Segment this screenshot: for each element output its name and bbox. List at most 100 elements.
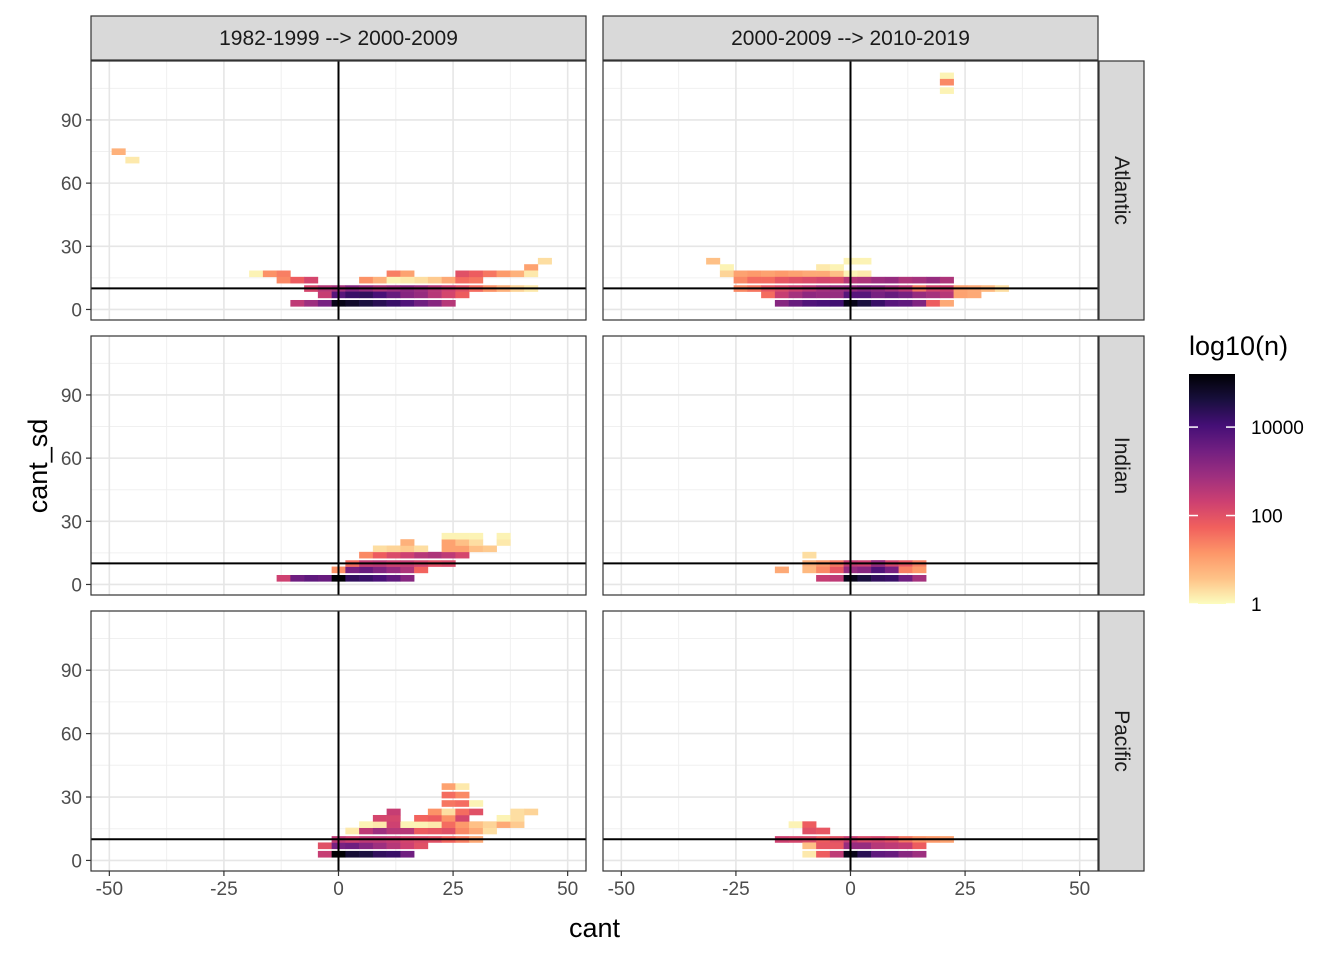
- row-strip-background: [1098, 335, 1145, 596]
- heatmap-bin: [510, 814, 525, 822]
- y-tick-label: 90: [61, 661, 82, 682]
- heatmap-bin: [802, 551, 817, 559]
- y-tick-label: 0: [71, 851, 82, 872]
- column-strip: 1982-1999 --> 2000-2009: [90, 15, 587, 61]
- heatmap-bin: [733, 276, 748, 284]
- heatmap-bin: [774, 291, 789, 299]
- heatmap-bin: [469, 827, 484, 835]
- heatmap-bin: [816, 842, 831, 850]
- heatmap-bin: [386, 808, 401, 816]
- heatmap-bin: [427, 299, 442, 307]
- heatmap-bin: [496, 532, 511, 540]
- heatmap-bin: [469, 276, 484, 284]
- panel-atlantic-2: [602, 60, 1099, 321]
- heatmap-bin: [455, 276, 470, 284]
- y-tick-label: 60: [61, 174, 82, 195]
- heatmap-bin: [317, 291, 332, 299]
- panel-border: [90, 335, 587, 596]
- heatmap-bin: [441, 539, 456, 546]
- heatmap-bin: [537, 257, 552, 265]
- heatmap-bin: [414, 821, 429, 828]
- heatmap-bin: [372, 574, 387, 582]
- heatmap-bin: [524, 808, 539, 816]
- heatmap-bin: [455, 551, 470, 559]
- heatmap-bin: [496, 270, 511, 278]
- heatmap-bin: [761, 270, 776, 278]
- x-tick-label: 0: [845, 879, 856, 900]
- heatmap-bin: [469, 545, 484, 553]
- x-tick-label: 25: [443, 879, 464, 900]
- row-strip: Indian: [1098, 335, 1145, 596]
- x-tick-label: 50: [557, 879, 578, 900]
- heatmap-bin: [761, 291, 776, 299]
- heatmap-bin: [926, 291, 941, 299]
- heatmap-bin: [372, 299, 387, 307]
- heatmap-bin: [871, 291, 886, 299]
- heatmap-bin: [829, 276, 844, 284]
- heatmap-bin: [788, 299, 803, 307]
- heatmap-bin: [510, 270, 525, 278]
- heatmap-bin: [386, 842, 401, 850]
- heatmap-bin: [469, 539, 484, 546]
- y-axis-title: cant_sd: [23, 419, 53, 514]
- heatmap-bin: [482, 821, 497, 828]
- legend-label: 10000: [1251, 418, 1304, 439]
- heatmap-bin: [816, 850, 831, 858]
- heatmap-bin: [427, 551, 442, 559]
- heatmap-bin: [719, 270, 734, 278]
- heatmap-bin: [829, 574, 844, 582]
- heatmap-bin: [345, 574, 360, 582]
- heatmap-bin: [372, 551, 387, 559]
- heatmap-bin: [524, 270, 539, 278]
- panel-border: [602, 335, 1099, 596]
- column-strip: 2000-2009 --> 2010-2019: [602, 15, 1099, 61]
- heatmap-bin: [276, 276, 291, 284]
- heatmap-bin: [926, 276, 941, 284]
- panel-indian-2: [602, 335, 1099, 596]
- heatmap-bin: [939, 72, 954, 80]
- heatmap-bin: [898, 574, 913, 582]
- heatmap-bin: [359, 827, 374, 835]
- heatmap-bin: [816, 264, 831, 271]
- heatmap-bin: [125, 156, 140, 164]
- heatmap-bin: [774, 276, 789, 284]
- heatmap-bin: [400, 291, 415, 299]
- heatmap-bin: [912, 842, 927, 850]
- heatmap-bin: [441, 532, 456, 540]
- heatmap-bin: [871, 850, 886, 858]
- heatmap-bin: [290, 299, 305, 307]
- heatmap-bin: [427, 821, 442, 828]
- heatmap-bin: [111, 148, 126, 156]
- heatmap-bin: [884, 276, 899, 284]
- heatmap-bin: [469, 532, 484, 540]
- heatmap-bin: [345, 291, 360, 299]
- heatmap-bin: [912, 291, 927, 299]
- heatmap-bin: [939, 276, 954, 284]
- heatmap-bin: [774, 566, 789, 574]
- legend-title: log10(n): [1189, 331, 1288, 361]
- heatmap-bin: [857, 291, 872, 299]
- y-tick-label: 60: [61, 449, 82, 470]
- heatmap-bin: [414, 291, 429, 299]
- heatmap-bin: [441, 814, 456, 822]
- heatmap-bin: [898, 566, 913, 574]
- heatmap-bin: [802, 821, 817, 828]
- heatmap-bin: [400, 827, 415, 835]
- x-tick-label: -50: [608, 879, 635, 900]
- legend: log10(n) 10000 100 1: [1189, 331, 1304, 616]
- heatmap-bin: [414, 551, 429, 559]
- heatmap-bin: [469, 800, 484, 807]
- heatmap-bin: [884, 850, 899, 858]
- heatmap-bin: [816, 566, 831, 574]
- heatmap-bin: [857, 574, 872, 582]
- heatmap-bin: [455, 791, 470, 799]
- heatmap-bin: [427, 808, 442, 816]
- heatmap-bin: [372, 291, 387, 299]
- heatmap-bin: [857, 276, 872, 284]
- heatmap-bin: [829, 842, 844, 850]
- row-strip-background: [1098, 60, 1145, 321]
- heatmap-bin: [290, 574, 305, 582]
- heatmap-bin: [400, 566, 415, 574]
- heatmap-bin: [290, 276, 305, 284]
